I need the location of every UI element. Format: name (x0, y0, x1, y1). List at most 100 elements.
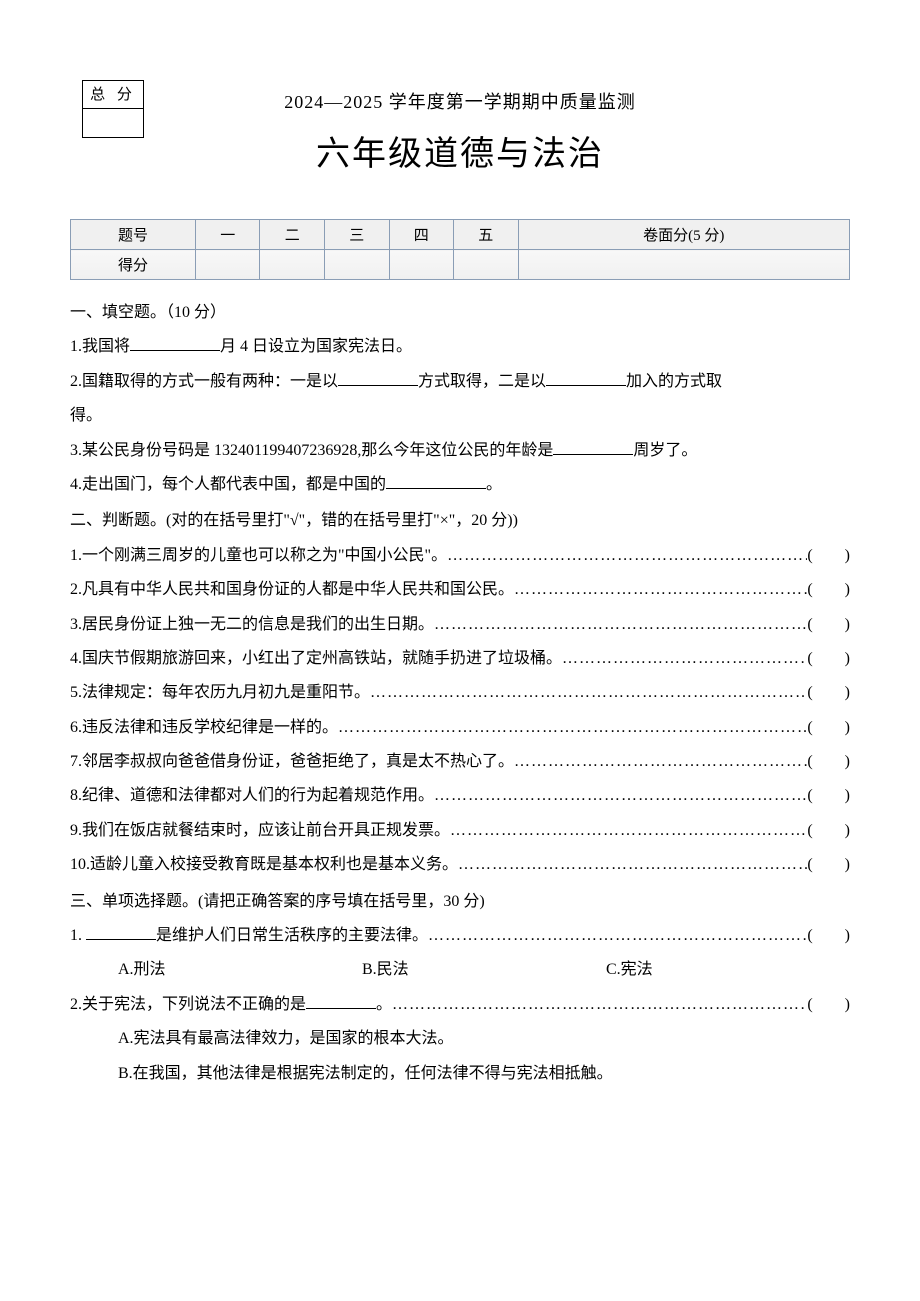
q-text: 3.居民身份证上独一无二的信息是我们的出生日期。 (70, 608, 434, 642)
s2-q2: 2.凡具有中华人民共和国身份证的人都是中华人民共和国公民。 …………………………… (70, 573, 850, 607)
dots: ……………………………………………………………………………… (434, 779, 807, 813)
dots: ……………………………………………………………………………… (370, 676, 807, 710)
dots: ……………………………………………………………………………… (338, 711, 807, 745)
s1-q3: 3.某公民身份号码是 132401199407236928,那么今年这位公民的年… (70, 434, 850, 468)
s1-q4: 4.走出国门，每个人都代表中国，都是中国的 。 (70, 468, 850, 502)
s2-q1: 1.一个刚满三周岁的儿童也可以称之为"中国小公民"。 …………………………………… (70, 539, 850, 573)
dots: ……………………………………………………………………………… (447, 539, 807, 573)
score-table: 题号 一 二 三 四 五 卷面分(5 分) 得分 (70, 219, 850, 280)
s1-q2-mid: 方式取得，二是以 (418, 373, 546, 390)
s2-q6: 6.违反法律和违反学校纪律是一样的。 ………………………………………………………… (70, 711, 850, 745)
dots: ……………………………………………………………………………… (450, 814, 807, 848)
s1-q4-post: 。 (486, 476, 502, 493)
s1-q1-pre: 1.我国将 (70, 338, 130, 355)
s1-q2-post: 加入的方式取 (626, 373, 722, 390)
s1-q4-pre: 4.走出国门，每个人都代表中国，都是中国的 (70, 476, 386, 493)
q-text: 1.一个刚满三周岁的儿童也可以称之为"中国小公民"。 (70, 539, 447, 573)
s3-q2-post: 。 (376, 996, 392, 1013)
opt-a: A.刑法 (118, 953, 362, 987)
s2-q3: 3.居民身份证上独一无二的信息是我们的出生日期。 ………………………………………… (70, 608, 850, 642)
paren: ( ) (807, 919, 850, 953)
q-text: 2.凡具有中华人民共和国身份证的人都是中华人民共和国公民。 (70, 573, 514, 607)
s2-q7: 7.邻居李叔叔向爸爸借身份证，爸爸拒绝了，真是太不热心了。 …………………………… (70, 745, 850, 779)
s1-q2: 2.国籍取得的方式一般有两种：一是以方式取得，二是以加入的方式取 (70, 365, 850, 399)
td-4 (389, 250, 454, 280)
s3-q2-optb: B.在我国，其他法律是根据宪法制定的，任何法律不得与宪法相抵触。 (70, 1057, 850, 1091)
section2-title: 二、判断题。(对的在括号里打"√"，错的在括号里打"×"，20 分)) (70, 504, 850, 538)
blank (306, 993, 376, 1009)
dots: ……………………………………………………………………………… (458, 848, 807, 882)
q-text: 6.违反法律和违反学校纪律是一样的。 (70, 711, 338, 745)
s3-q2: 2.关于宪法，下列说法不正确的是 。 …………………………………………………………… (70, 988, 850, 1022)
s3-q1-pre: 1. (70, 927, 86, 944)
total-score-value (83, 109, 143, 137)
s2-q9: 9.我们在饭店就餐结束时，应该让前台开具正规发票。 ……………………………………… (70, 814, 850, 848)
s3-q2-opta: A.宪法具有最高法律效力，是国家的根本大法。 (70, 1022, 850, 1056)
s1-q2-cont: 得。 (70, 399, 850, 433)
s3-q1: 1. 是维护人们日常生活秩序的主要法律。 …………………………………………………… (70, 919, 850, 953)
th-2: 二 (260, 220, 325, 250)
q-text: 8.纪律、道德和法律都对人们的行为起着规范作用。 (70, 779, 434, 813)
dots: ……………………………………………………………………………… (392, 988, 807, 1022)
paren: ( ) (807, 814, 850, 848)
paren: ( ) (807, 711, 850, 745)
th-bonus: 卷面分(5 分) (518, 220, 849, 250)
s2-q10: 10.适龄儿童入校接受教育既是基本权利也是基本义务。 …………………………………… (70, 848, 850, 882)
td-2 (260, 250, 325, 280)
s2-q8: 8.纪律、道德和法律都对人们的行为起着规范作用。 ………………………………………… (70, 779, 850, 813)
blank (130, 335, 220, 351)
paren: ( ) (807, 779, 850, 813)
s1-q3-pre: 3.某公民身份号码是 132401199407236928,那么今年这位公民的年… (70, 442, 553, 459)
table-row: 得分 (71, 250, 850, 280)
dots: ……………………………………………………………………………… (428, 919, 807, 953)
dots: ……………………………………………………………………………… (514, 745, 807, 779)
paren: ( ) (807, 848, 850, 882)
blank (338, 370, 418, 386)
total-score-box: 总 分 (82, 80, 144, 138)
s2-q4: 4.国庆节假期旅游回来，小红出了定州高铁站，就随手扔进了垃圾桶。 …………………… (70, 642, 850, 676)
table-row: 题号 一 二 三 四 五 卷面分(5 分) (71, 220, 850, 250)
exam-period-title: 2024—2025 学年度第一学期期中质量监测 (70, 88, 850, 114)
paren: ( ) (807, 608, 850, 642)
td-3 (324, 250, 389, 280)
q-text: 2.关于宪法，下列说法不正确的是 。 (70, 988, 392, 1022)
q-text: 10.适龄儿童入校接受教育既是基本权利也是基本义务。 (70, 848, 458, 882)
s1-q1: 1.我国将 月 4 日设立为国家宪法日。 (70, 330, 850, 364)
opt-c: C.宪法 (606, 953, 850, 987)
th-4: 四 (389, 220, 454, 250)
dots: ……………………………………………………………………………… (434, 608, 807, 642)
td-label: 得分 (71, 250, 196, 280)
s3-q1-post: 是维护人们日常生活秩序的主要法律。 (156, 927, 428, 944)
th-5: 五 (454, 220, 519, 250)
s3-q2-pre: 2.关于宪法，下列说法不正确的是 (70, 996, 306, 1013)
dots: ……………………………………………………………………………… (562, 642, 807, 676)
paren: ( ) (807, 745, 850, 779)
dots: ……………………………………………………………………………… (514, 573, 807, 607)
s2-q5: 5.法律规定：每年农历九月初九是重阳节。 …………………………………………………… (70, 676, 850, 710)
total-score-label: 总 分 (83, 81, 143, 109)
th-label: 题号 (71, 220, 196, 250)
th-1: 一 (195, 220, 260, 250)
section3-title: 三、单项选择题。(请把正确答案的序号填在括号里，30 分) (70, 885, 850, 919)
q-text: 4.国庆节假期旅游回来，小红出了定州高铁站，就随手扔进了垃圾桶。 (70, 642, 562, 676)
paren: ( ) (807, 988, 850, 1022)
s1-q1-post: 月 4 日设立为国家宪法日。 (220, 338, 412, 355)
paren: ( ) (807, 539, 850, 573)
paren: ( ) (807, 573, 850, 607)
q-text: 1. 是维护人们日常生活秩序的主要法律。 (70, 919, 428, 953)
opt-b: B.民法 (362, 953, 606, 987)
s3-q1-options: A.刑法 B.民法 C.宪法 (70, 953, 850, 987)
paren: ( ) (807, 676, 850, 710)
exam-subject-title: 六年级道德与法治 (70, 126, 850, 175)
paren: ( ) (807, 642, 850, 676)
q-text: 5.法律规定：每年农历九月初九是重阳节。 (70, 676, 370, 710)
s1-q3-post: 周岁了。 (633, 442, 697, 459)
blank (546, 370, 626, 386)
q-text: 7.邻居李叔叔向爸爸借身份证，爸爸拒绝了，真是太不热心了。 (70, 745, 514, 779)
q-text: 9.我们在饭店就餐结束时，应该让前台开具正规发票。 (70, 814, 450, 848)
section1-title: 一、填空题。（10 分） (70, 296, 850, 330)
td-1 (195, 250, 260, 280)
blank (553, 439, 633, 455)
td-bonus (518, 250, 849, 280)
blank (386, 473, 486, 489)
